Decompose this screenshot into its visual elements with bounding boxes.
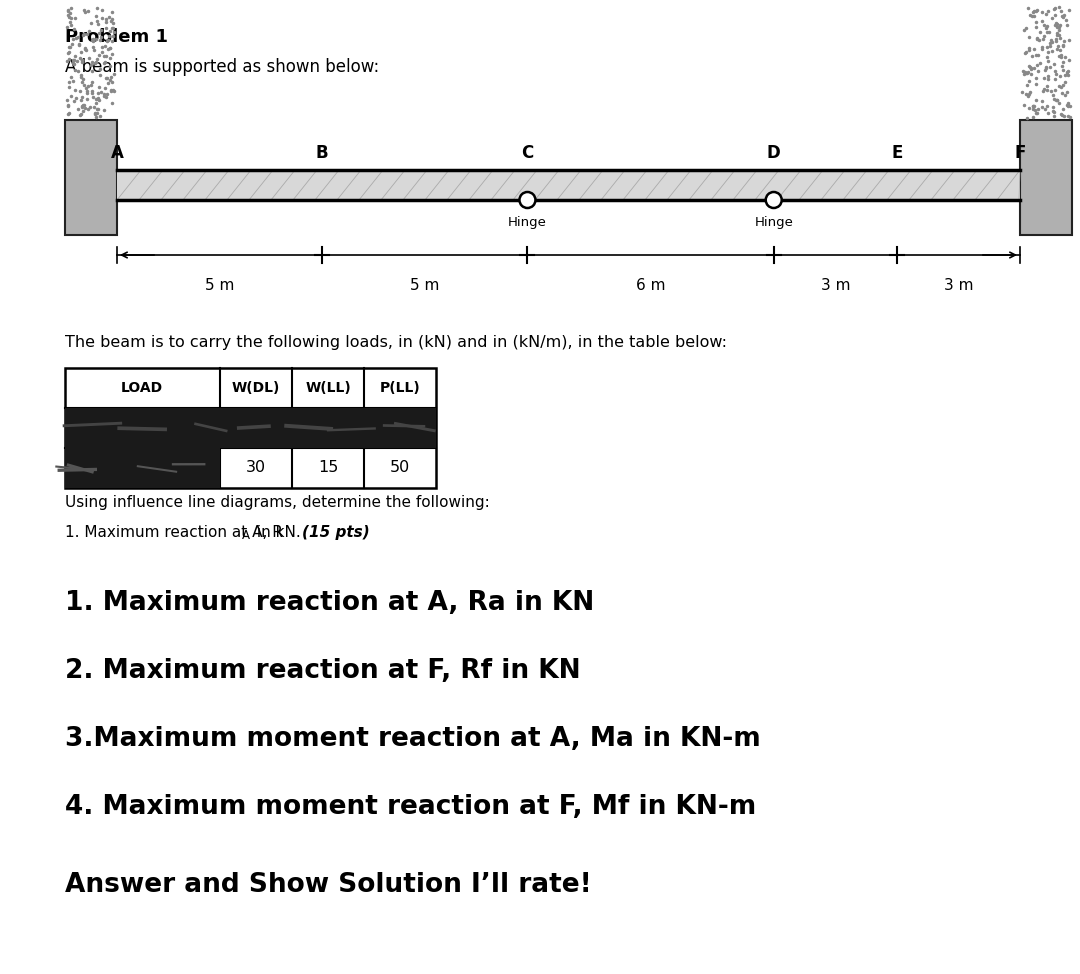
Text: Hinge: Hinge	[508, 216, 546, 229]
Text: 15: 15	[318, 461, 338, 475]
Bar	[65, 448, 220, 488]
Text: LOAD: LOAD	[121, 381, 163, 395]
Text: 1. Maximum reaction at A, R: 1. Maximum reaction at A, R	[65, 525, 283, 540]
Text: F: F	[1014, 144, 1026, 162]
Text: Using influence line diagrams, determine the following:: Using influence line diagrams, determine…	[65, 495, 489, 510]
Text: 30: 30	[246, 461, 266, 475]
Circle shape	[519, 192, 536, 208]
Bar	[1020, 120, 1072, 235]
Text: 6 m: 6 m	[636, 278, 665, 293]
Text: D: D	[767, 144, 781, 162]
Bar	[65, 408, 436, 448]
Text: C: C	[522, 144, 534, 162]
Bar	[65, 368, 436, 488]
Text: B: B	[316, 144, 328, 162]
Text: 4. Maximum moment reaction at F, Mf in KN-m: 4. Maximum moment reaction at F, Mf in K…	[65, 794, 756, 820]
Bar	[65, 120, 117, 235]
Text: The beam is to carry the following loads, in (kN) and in (kN/m), in the table be: The beam is to carry the following loads…	[65, 335, 727, 350]
Bar	[117, 170, 1020, 200]
Text: 50: 50	[390, 461, 410, 475]
Text: A: A	[242, 529, 249, 542]
Text: 3.Maximum moment reaction at A, Ma in KN-m: 3.Maximum moment reaction at A, Ma in KN…	[65, 726, 760, 752]
Text: 1. Maximum reaction at A, Ra in KN: 1. Maximum reaction at A, Ra in KN	[65, 590, 594, 616]
Text: E: E	[891, 144, 903, 162]
Text: in kN.: in kN.	[252, 525, 306, 540]
Text: 3 m: 3 m	[821, 278, 850, 293]
Text: A: A	[110, 144, 123, 162]
Text: Hinge: Hinge	[754, 216, 793, 229]
Text: 2. Maximum reaction at F, Rf in KN: 2. Maximum reaction at F, Rf in KN	[65, 658, 581, 684]
Text: P(LL): P(LL)	[380, 381, 420, 395]
Text: 5 m: 5 m	[410, 278, 440, 293]
Text: Answer and Show Solution I’ll rate!: Answer and Show Solution I’ll rate!	[65, 872, 592, 898]
Text: W(DL): W(DL)	[232, 381, 280, 395]
Text: W(LL): W(LL)	[306, 381, 351, 395]
Text: A beam is supported as shown below:: A beam is supported as shown below:	[65, 58, 379, 76]
Text: 3 m: 3 m	[944, 278, 973, 293]
Text: Problem 1: Problem 1	[65, 28, 168, 46]
Text: (15 pts): (15 pts)	[301, 525, 369, 540]
Circle shape	[766, 192, 782, 208]
Text: 5 m: 5 m	[205, 278, 234, 293]
